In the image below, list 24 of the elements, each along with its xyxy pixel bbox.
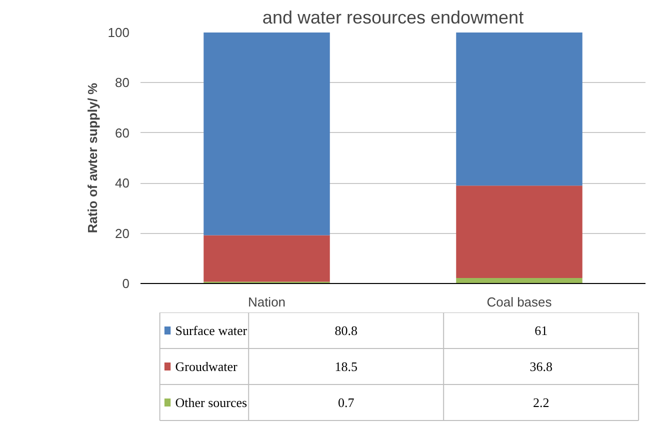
bar bbox=[456, 186, 582, 278]
x-tick-label: Coal bases bbox=[486, 294, 552, 310]
legend-label: Groudwater bbox=[175, 359, 238, 374]
data-label: 36.8 bbox=[530, 359, 552, 374]
legend-label: Other sources bbox=[175, 395, 248, 410]
y-tick-label: 80 bbox=[115, 75, 130, 90]
bar bbox=[204, 235, 330, 282]
y-tick-label: 60 bbox=[115, 125, 130, 140]
x-tick-label: Nation bbox=[248, 294, 286, 310]
y-axis-title: Ratio of awter supply/ % bbox=[84, 82, 100, 234]
data-label: 0.7 bbox=[338, 395, 355, 410]
data-label: 80.8 bbox=[334, 323, 358, 338]
legend-label: Surface water bbox=[175, 323, 248, 338]
bar bbox=[456, 32, 582, 186]
bar bbox=[204, 32, 330, 236]
data-label: 18.5 bbox=[334, 359, 358, 374]
y-tick-label: 100 bbox=[108, 25, 130, 40]
y-tick-label: 40 bbox=[115, 176, 130, 191]
data-label: 2.2 bbox=[532, 395, 550, 410]
bar bbox=[456, 278, 582, 284]
chart-title: and water resources endowment bbox=[262, 8, 524, 28]
y-tick-label: 20 bbox=[115, 226, 130, 241]
y-tick-label: 0 bbox=[122, 276, 130, 291]
data-label: 61 bbox=[534, 323, 548, 338]
